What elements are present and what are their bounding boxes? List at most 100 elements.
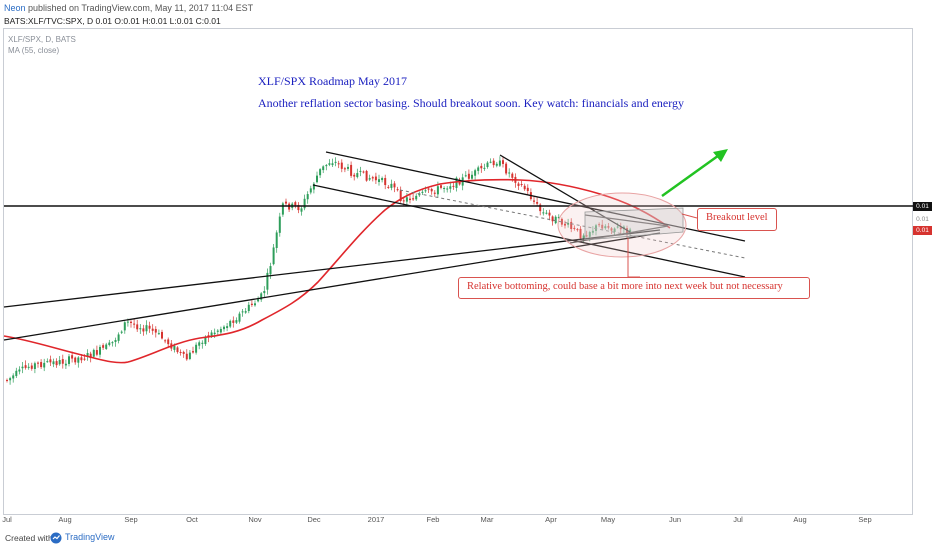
candle-body <box>604 226 607 229</box>
candle-body <box>557 217 560 219</box>
candle-body <box>610 228 613 231</box>
x-tick: Oct <box>186 515 198 524</box>
candle-body <box>71 355 74 359</box>
candle-body <box>471 174 473 179</box>
candle-body <box>43 362 46 368</box>
x-tick: Jun <box>668 515 682 524</box>
candle-body <box>554 216 557 224</box>
candle-body <box>40 362 43 368</box>
x-tick: Feb <box>426 515 440 524</box>
candle-body <box>523 185 526 190</box>
candle-body <box>405 197 408 202</box>
candle-body <box>167 339 170 345</box>
candle-body <box>331 163 334 166</box>
candle-body <box>226 326 229 329</box>
publication-line: Neon published on TradingView.com, May 1… <box>4 3 253 13</box>
candle-body <box>508 172 511 174</box>
candle-body <box>86 353 89 357</box>
candle-body <box>334 161 337 163</box>
candle-body <box>492 160 495 166</box>
candle-body <box>328 163 331 165</box>
candle-body <box>257 299 260 302</box>
tradingview-logo-icon[interactable] <box>50 532 62 544</box>
legend-symbol: XLF/SPX, D, BATS <box>8 35 76 44</box>
candle-body <box>390 183 393 188</box>
candle-body <box>433 192 436 194</box>
candle-body <box>77 357 80 363</box>
candle-body <box>154 329 157 333</box>
candle-body <box>235 320 238 323</box>
candle-body <box>467 173 470 179</box>
candle-body <box>89 353 92 359</box>
candle-body <box>136 324 139 330</box>
candle-body <box>102 345 105 348</box>
candle-body <box>322 166 325 171</box>
chart-pane[interactable] <box>3 28 913 515</box>
candle-body <box>430 188 433 192</box>
candle-body <box>585 235 588 237</box>
candle-body <box>185 353 188 360</box>
candle-body <box>533 200 535 202</box>
published-text: published on TradingView.com, May 11, 20… <box>25 3 254 13</box>
legend-indicator: MA (55, close) <box>8 46 60 55</box>
candle-body <box>266 272 269 290</box>
candle-body <box>564 223 566 226</box>
candle-body <box>151 328 154 331</box>
candle-body <box>365 170 368 181</box>
rising-trendline-lower <box>3 232 661 341</box>
candle-body <box>539 204 542 212</box>
candle-body <box>219 328 222 333</box>
candle-body <box>511 173 514 178</box>
candle-body <box>229 320 232 327</box>
candle-body <box>576 229 579 231</box>
candle-body <box>188 352 191 359</box>
candle-body <box>201 342 204 344</box>
candle-body <box>192 351 194 353</box>
candle-body <box>95 350 98 355</box>
candle-body <box>285 201 287 204</box>
candle-body <box>157 333 160 335</box>
candle-body <box>343 168 346 170</box>
candle-body <box>551 216 554 222</box>
candle-body <box>105 344 108 349</box>
candle-body <box>37 362 39 364</box>
candle-body <box>179 351 182 353</box>
candle-body <box>148 325 151 329</box>
candle-body <box>536 202 539 204</box>
publication-header: Neon published on TradingView.com, May 1… <box>0 0 932 30</box>
candle-body <box>117 334 120 341</box>
tradingview-brand-link[interactable]: TradingView <box>65 532 115 542</box>
breakout-arrow-shaft <box>661 151 723 198</box>
candle-body <box>409 198 411 201</box>
candle-body <box>542 212 545 214</box>
candle-body <box>421 191 424 193</box>
candle-body <box>340 162 343 169</box>
candle-body <box>477 167 480 171</box>
bottoming-callout: Relative bottoming, could base a bit mor… <box>458 277 810 299</box>
candle-body <box>241 311 244 313</box>
x-tick: Aug <box>793 515 807 524</box>
candle-body <box>161 331 163 339</box>
last-price-tag: 0.01 <box>913 202 932 211</box>
candle-body <box>142 328 145 332</box>
candle-body <box>55 361 58 366</box>
candle-body <box>182 351 185 354</box>
candle-body <box>294 202 297 206</box>
candle-body <box>238 313 241 322</box>
x-tick: May <box>600 515 616 524</box>
candle-body <box>254 303 256 306</box>
time-axis[interactable]: Jul Aug Sep Oct Nov Dec 2017 Feb Mar Apr… <box>2 515 913 527</box>
x-tick: Mar <box>480 515 494 524</box>
candle-body <box>396 189 399 191</box>
candle-body <box>278 216 281 233</box>
candle-body <box>133 323 136 325</box>
candle-body <box>250 303 253 305</box>
candle-body <box>130 321 132 323</box>
candle-body <box>99 346 101 355</box>
candle-body <box>415 195 418 200</box>
candle-body <box>52 361 55 365</box>
author-link[interactable]: Neon <box>4 3 26 13</box>
candle-body <box>12 375 15 379</box>
candle-body <box>139 328 142 330</box>
candle-body <box>480 165 483 169</box>
